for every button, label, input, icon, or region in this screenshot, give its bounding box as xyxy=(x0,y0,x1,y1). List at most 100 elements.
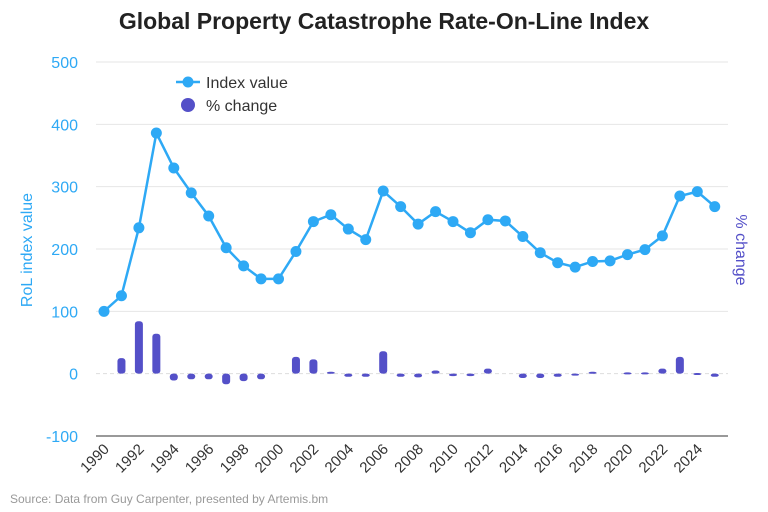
legend-bar-marker xyxy=(181,98,195,112)
index-point xyxy=(377,185,389,197)
index-point xyxy=(674,190,686,202)
index-point xyxy=(587,255,599,267)
bar xyxy=(134,321,143,374)
x-tick-label: 2024 xyxy=(671,441,707,477)
bar xyxy=(326,371,335,374)
bar xyxy=(239,373,248,382)
index-line xyxy=(103,129,716,313)
index-point xyxy=(255,273,267,285)
index-point xyxy=(98,305,110,317)
bar xyxy=(553,373,562,377)
x-tick-label: 2008 xyxy=(391,441,427,477)
index-point xyxy=(220,242,232,254)
x-tick-label: 1998 xyxy=(217,441,253,477)
index-point xyxy=(342,223,354,235)
index-point xyxy=(639,244,651,256)
index-point xyxy=(447,216,459,228)
index-point xyxy=(464,227,476,239)
x-tick-label: 2000 xyxy=(252,441,288,477)
index-point xyxy=(290,245,302,257)
bar xyxy=(658,368,667,374)
bar xyxy=(414,373,423,378)
x-tick-label: 2002 xyxy=(287,441,323,477)
index-point xyxy=(133,222,145,234)
y-tick-label: 500 xyxy=(51,55,78,72)
y2-axis-title: % change xyxy=(732,214,749,285)
index-point xyxy=(552,257,564,269)
legend-label: % change xyxy=(206,98,277,115)
x-tick-label: 2012 xyxy=(461,441,497,477)
x-tick-label: 1992 xyxy=(112,441,148,477)
x-tick-label: 2022 xyxy=(636,441,672,477)
index-point xyxy=(534,247,546,259)
bar xyxy=(204,373,213,380)
y-tick-label: 300 xyxy=(51,180,78,197)
index-point xyxy=(709,201,721,213)
index-point xyxy=(307,216,319,228)
x-tick-label: 2006 xyxy=(356,441,392,477)
bar xyxy=(536,373,545,379)
y-tick-label: 100 xyxy=(51,304,78,321)
bar xyxy=(623,372,632,375)
bar xyxy=(117,358,126,374)
index-point xyxy=(569,261,581,273)
index-point xyxy=(430,206,442,218)
index-point xyxy=(622,249,633,261)
bar xyxy=(379,351,388,374)
bar xyxy=(291,356,300,374)
x-tick-label: 2020 xyxy=(601,441,637,477)
bar xyxy=(344,373,353,377)
x-tick-label: 1996 xyxy=(182,441,218,477)
bar xyxy=(640,372,649,375)
bar xyxy=(169,373,178,381)
index-point xyxy=(150,127,162,139)
y-axis-title: RoL index value xyxy=(19,193,36,307)
index-point xyxy=(238,260,250,272)
bar xyxy=(431,370,440,374)
x-tick-label: 2016 xyxy=(531,441,567,477)
bar xyxy=(693,373,702,376)
index-point xyxy=(360,234,372,246)
y-tick-label: -100 xyxy=(46,429,78,446)
index-point xyxy=(273,273,284,285)
index-point xyxy=(185,187,197,199)
source-note: Source: Data from Guy Carpenter, present… xyxy=(10,492,329,506)
index-point xyxy=(168,162,180,174)
bar xyxy=(449,373,457,377)
index-point xyxy=(203,210,215,222)
bar xyxy=(187,373,196,380)
bar xyxy=(309,359,318,374)
bar xyxy=(675,356,684,374)
x-tick-label: 2014 xyxy=(496,441,532,477)
index-point xyxy=(325,209,337,221)
x-tick-label: 2018 xyxy=(566,441,602,477)
bar xyxy=(571,373,580,376)
bar xyxy=(588,371,597,374)
index-point xyxy=(482,214,494,226)
index-point xyxy=(691,186,703,198)
bar xyxy=(518,373,527,379)
index-point xyxy=(604,255,616,267)
bar xyxy=(710,373,719,377)
bar xyxy=(483,368,492,374)
bar xyxy=(222,373,231,385)
chart-title: Global Property Catastrophe Rate-On-Line… xyxy=(118,8,650,34)
index-point xyxy=(499,215,511,227)
bar xyxy=(152,333,161,374)
x-tick-label: 1994 xyxy=(147,441,183,477)
index-point xyxy=(395,201,407,213)
index-point xyxy=(115,290,127,302)
index-point xyxy=(517,231,529,243)
x-tick-label: 2004 xyxy=(322,441,358,477)
y-tick-label: 200 xyxy=(51,242,78,259)
x-tick-label: 1990 xyxy=(77,441,113,477)
bar xyxy=(396,373,405,377)
legend-label: Index value xyxy=(206,75,288,92)
index-point xyxy=(656,230,668,242)
y-tick-label: 0 xyxy=(69,367,78,384)
index-point xyxy=(412,218,424,230)
y-tick-label: 400 xyxy=(51,117,78,134)
x-tick-label: 2010 xyxy=(426,441,462,477)
